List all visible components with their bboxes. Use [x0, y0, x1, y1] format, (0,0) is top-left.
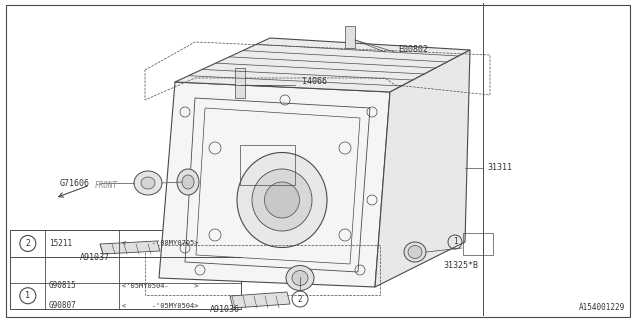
Bar [235, 68, 245, 98]
Text: A91037: A91037 [80, 253, 110, 262]
Ellipse shape [134, 171, 162, 195]
Text: 1: 1 [26, 291, 30, 300]
Polygon shape [230, 292, 290, 308]
Polygon shape [375, 50, 470, 287]
Polygon shape [159, 82, 390, 287]
Text: <'05MY0504-      >: <'05MY0504- > [122, 283, 199, 289]
Bar [10, 230, 241, 309]
Text: FRONT: FRONT [95, 180, 118, 189]
Text: A154001229: A154001229 [579, 303, 625, 313]
Ellipse shape [404, 242, 426, 262]
Text: 31325*B: 31325*B [443, 260, 478, 269]
Text: G90815: G90815 [49, 281, 76, 291]
Text: 2: 2 [298, 294, 302, 303]
Ellipse shape [286, 266, 314, 291]
Text: 14066: 14066 [302, 77, 327, 86]
Text: 1: 1 [452, 237, 458, 246]
Text: A91036: A91036 [210, 306, 240, 315]
Text: 31311: 31311 [487, 164, 512, 172]
Bar [345, 26, 355, 48]
Ellipse shape [141, 177, 155, 189]
Text: <      -'05MY0504>: < -'05MY0504> [122, 302, 199, 308]
Bar [463, 233, 493, 255]
Ellipse shape [252, 169, 312, 231]
Ellipse shape [177, 169, 199, 195]
Ellipse shape [408, 245, 422, 259]
Text: E00802: E00802 [398, 45, 428, 54]
Ellipse shape [237, 153, 327, 247]
Ellipse shape [182, 175, 194, 189]
Polygon shape [175, 38, 470, 92]
Text: 15211: 15211 [49, 239, 72, 248]
Polygon shape [100, 241, 160, 254]
Text: G71606: G71606 [60, 179, 90, 188]
Text: 2: 2 [26, 239, 30, 248]
Ellipse shape [292, 270, 308, 285]
Bar [240, 145, 295, 185]
Text: G90807: G90807 [49, 301, 76, 310]
Ellipse shape [264, 182, 300, 218]
Text: <      -'08MY0705>: < -'08MY0705> [122, 240, 199, 246]
